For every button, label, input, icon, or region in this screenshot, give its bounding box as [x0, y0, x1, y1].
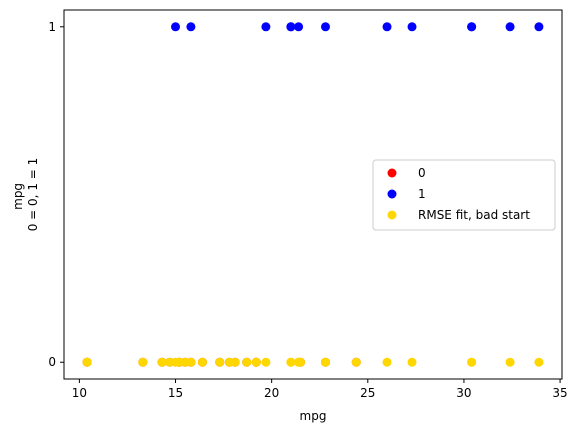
point-series-2 — [138, 357, 148, 367]
point-series-2 — [320, 357, 330, 367]
point-series-1 — [467, 22, 477, 32]
y-axis-label-line-2: 0 = 0, 1 = 1 — [26, 158, 40, 232]
legend-entry-label: 0 — [418, 166, 426, 180]
point-series-2 — [505, 357, 515, 367]
x-tick-label: 25 — [360, 386, 375, 400]
point-series-2 — [294, 357, 304, 367]
point-series-2 — [82, 357, 92, 367]
y-axis-label-line-1: mpg — [11, 183, 25, 210]
legend-entry-label: 1 — [418, 187, 426, 201]
data-points — [82, 22, 544, 367]
x-tick-label: 15 — [168, 386, 183, 400]
point-series-2 — [407, 357, 417, 367]
point-series-1 — [505, 22, 515, 32]
legend-box — [372, 159, 556, 231]
point-series-1 — [261, 22, 271, 32]
x-axis-label: mpg — [300, 409, 327, 423]
legend-marker — [387, 168, 397, 178]
point-series-2 — [197, 357, 207, 367]
x-axis-ticks: 10 15 20 25 30 35 — [72, 379, 568, 400]
point-series-2 — [215, 357, 225, 367]
point-series-2 — [224, 357, 234, 367]
point-series-2 — [351, 357, 361, 367]
point-series-2 — [242, 357, 252, 367]
point-series-1 — [407, 22, 417, 32]
y-axis-label: mpg 0 = 0, 1 = 1 — [11, 158, 40, 232]
point-series-2 — [251, 357, 261, 367]
point-series-2 — [261, 357, 271, 367]
point-series-2 — [467, 357, 477, 367]
point-series-2 — [534, 357, 544, 367]
point-series-2 — [171, 357, 181, 367]
point-series-1 — [186, 22, 196, 32]
point-series-2 — [186, 357, 196, 367]
point-series-2 — [286, 357, 296, 367]
legend-marker — [387, 189, 397, 199]
x-tick-label: 20 — [264, 386, 279, 400]
legend-entry-label: RMSE fit, bad start — [418, 208, 530, 222]
point-series-1 — [286, 22, 296, 32]
y-axis-ticks: 01 — [48, 20, 64, 369]
point-series-1 — [320, 22, 330, 32]
point-series-1 — [382, 22, 392, 32]
axes-frame — [63, 9, 563, 380]
y-tick-label: 0 — [48, 355, 56, 369]
point-series-2 — [382, 357, 392, 367]
point-series-1 — [534, 22, 544, 32]
x-tick-label: 35 — [552, 386, 567, 400]
legend-marker — [387, 210, 397, 220]
x-tick-label: 30 — [456, 386, 471, 400]
x-tick-label: 10 — [72, 386, 87, 400]
y-tick-label: 1 — [48, 20, 56, 34]
point-series-1 — [294, 22, 304, 32]
point-series-2 — [157, 357, 167, 367]
legend: 0 1 RMSE fit, bad start — [372, 159, 556, 231]
point-series-1 — [171, 22, 181, 32]
